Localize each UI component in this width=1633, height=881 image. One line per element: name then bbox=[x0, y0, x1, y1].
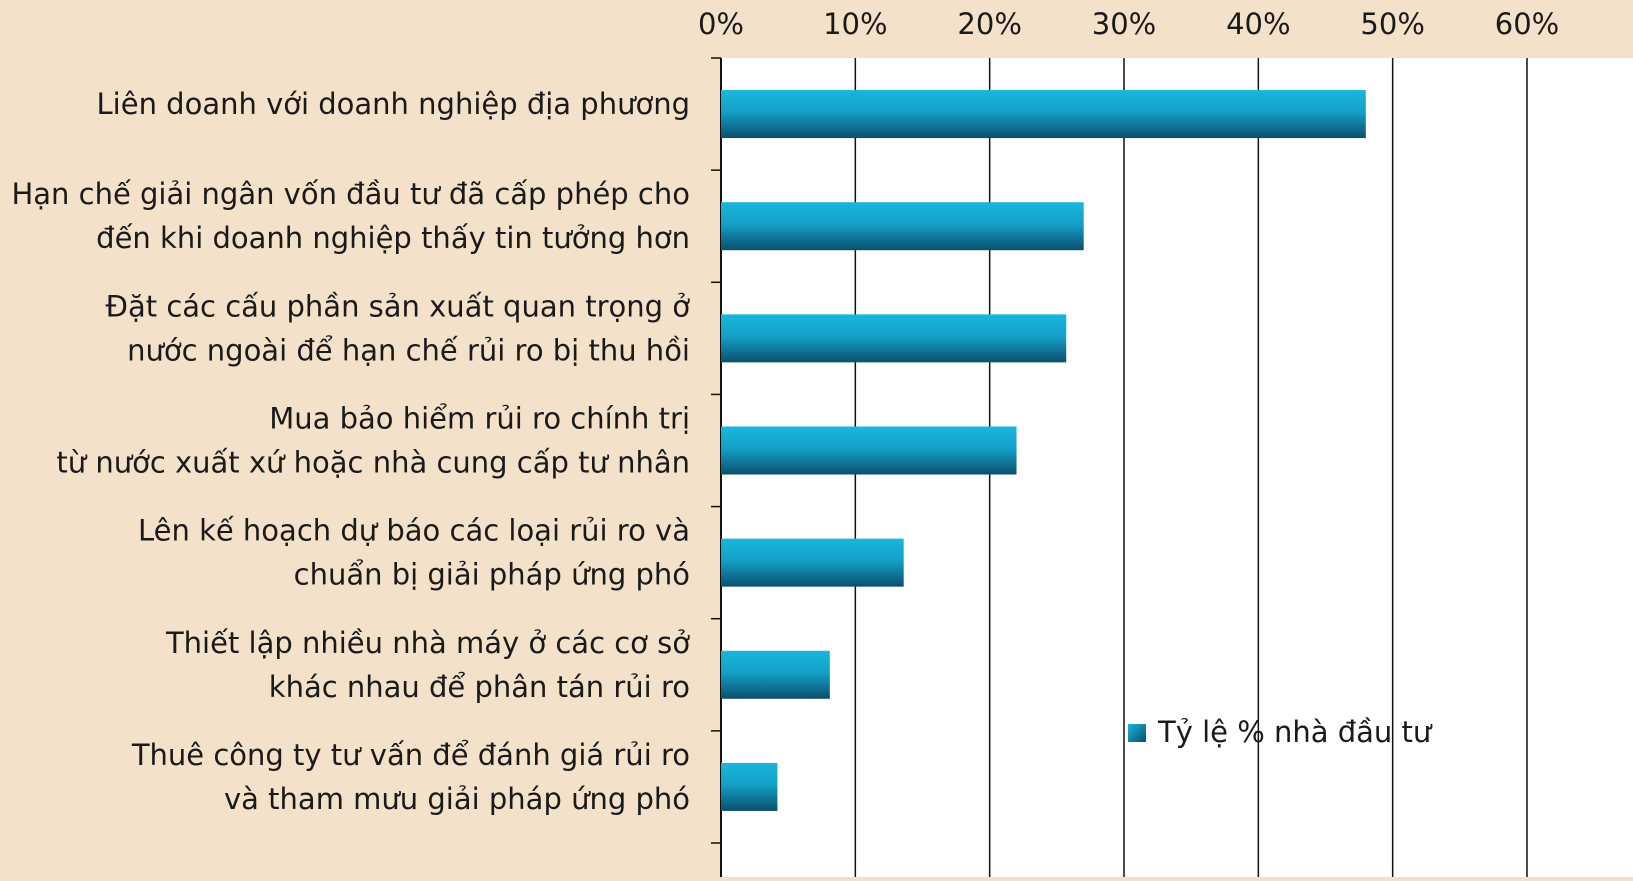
y-tick-label: đến khi doanh nghiệp thấy tin tưởng hơn bbox=[96, 221, 690, 255]
x-tick-label: 20% bbox=[957, 7, 1021, 41]
bar bbox=[721, 538, 904, 587]
x-tick-label: 30% bbox=[1092, 7, 1156, 41]
y-tick-label: Hạn chế giải ngân vốn đầu tư đã cấp phép… bbox=[11, 177, 690, 211]
y-tick-label: nước ngoài để hạn chế rủi ro bị thu hồi bbox=[127, 333, 690, 367]
y-tick-label: Liên doanh với doanh nghiệp địa phương bbox=[97, 87, 690, 121]
legend-label: Tỷ lệ % nhà đầu tư bbox=[1157, 715, 1433, 749]
x-tick-label: 60% bbox=[1495, 7, 1559, 41]
x-tick-label: 0% bbox=[698, 7, 744, 41]
y-tick-label: Đặt các cấu phần sản xuất quan trọng ở bbox=[105, 289, 690, 323]
bar bbox=[721, 650, 830, 699]
x-tick-label: 50% bbox=[1360, 7, 1424, 41]
y-tick-label: khác nhau để phân tán rủi ro bbox=[269, 670, 690, 704]
y-tick-label: chuẩn bị giải pháp ứng phó bbox=[294, 558, 690, 592]
y-tick-label: từ nước xuất xứ hoặc nhà cung cấp tư nhâ… bbox=[56, 446, 690, 480]
y-tick-label: Thiết lập nhiều nhà máy ở các cơ sở bbox=[165, 626, 690, 660]
y-tick-label: Lên kế hoạch dự báo các loại rủi ro và bbox=[138, 514, 690, 548]
x-tick-label: 40% bbox=[1226, 7, 1290, 41]
bar bbox=[721, 90, 1366, 139]
bar bbox=[721, 202, 1084, 251]
x-tick-label: 10% bbox=[823, 7, 887, 41]
legend-swatch bbox=[1128, 724, 1146, 742]
bar bbox=[721, 426, 1017, 475]
y-tick-label: và tham mưu giải pháp ứng phó bbox=[224, 782, 690, 816]
y-tick-label: Mua bảo hiểm rủi ro chính trị bbox=[269, 402, 690, 436]
bar bbox=[721, 314, 1067, 363]
bar bbox=[721, 762, 778, 811]
y-tick-label: Thuê công ty tư vấn để đánh giá rủi ro bbox=[131, 738, 690, 772]
